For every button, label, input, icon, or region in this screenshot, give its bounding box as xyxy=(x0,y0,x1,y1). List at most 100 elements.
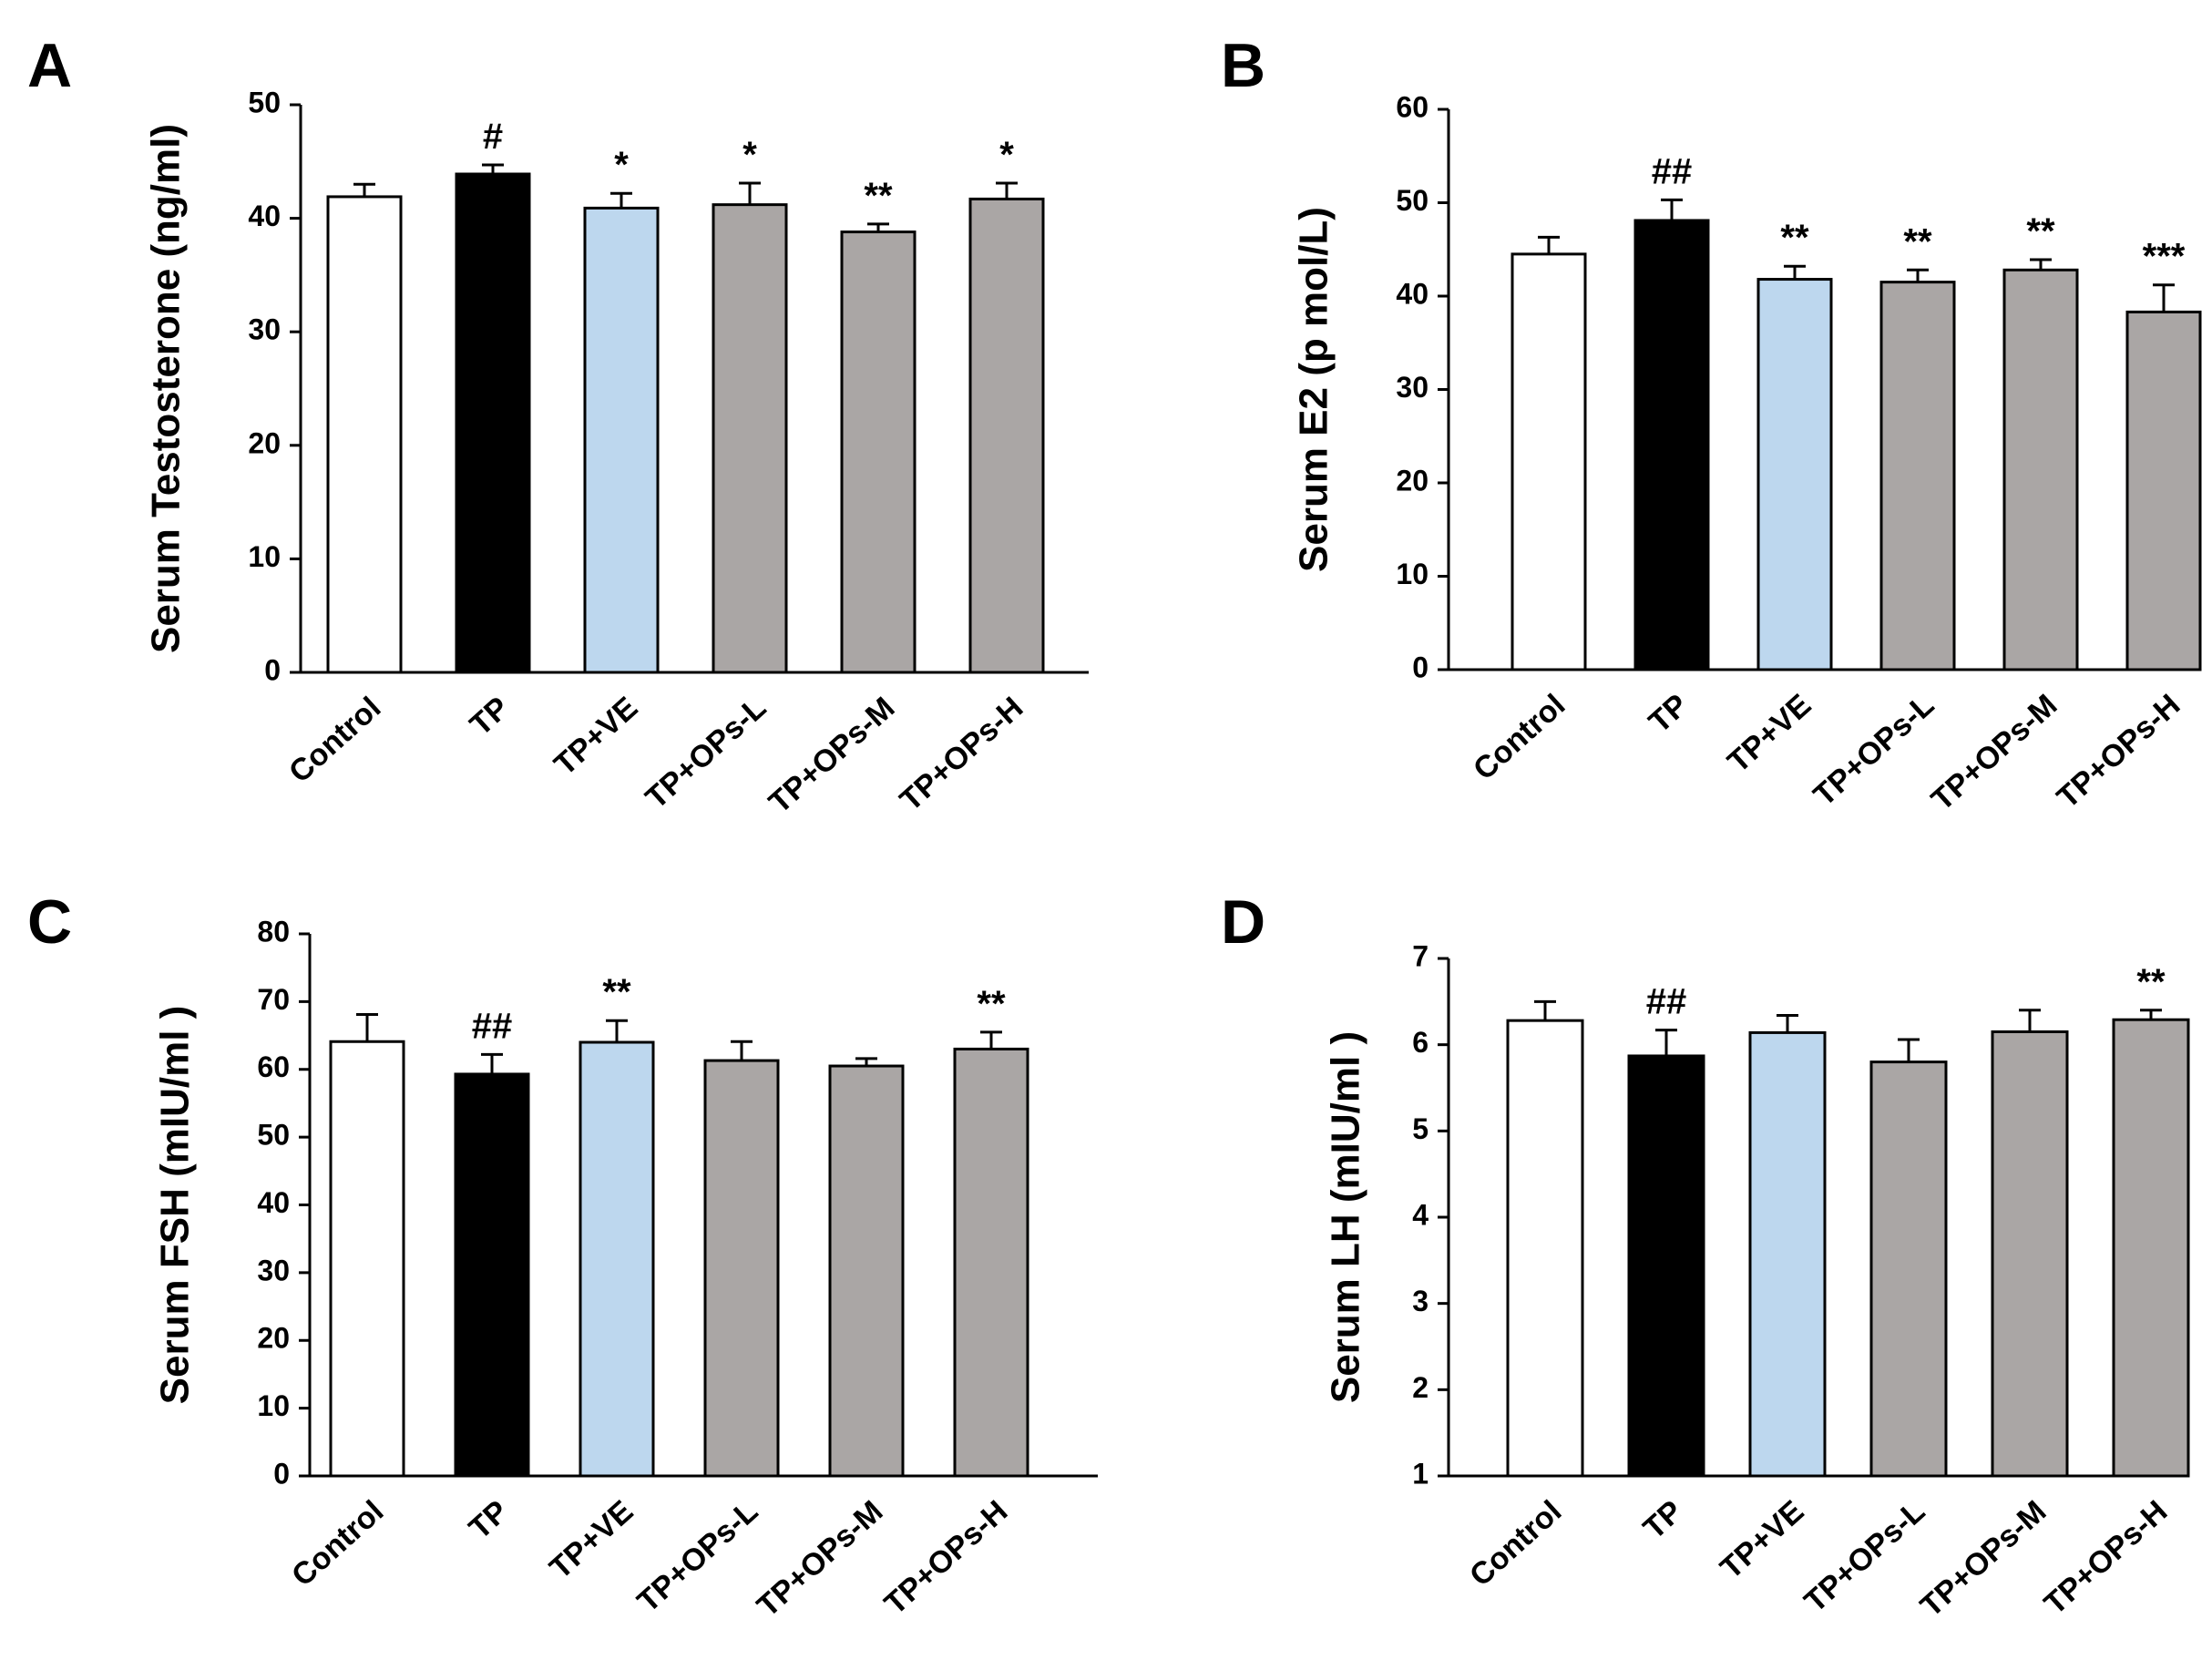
y-tick-label: 20 xyxy=(257,1322,290,1355)
x-tick-label: TP+OPs-L xyxy=(1807,688,1941,814)
bar xyxy=(1627,1054,1705,1478)
bar xyxy=(1511,252,1587,671)
y-tick-label: 40 xyxy=(257,1186,290,1219)
y-tick-label: 10 xyxy=(1396,558,1429,590)
y-tick-label: 20 xyxy=(248,426,281,459)
y-tick-label: 40 xyxy=(248,200,281,232)
x-tick-label: TP+VE xyxy=(543,1494,640,1586)
x-tick-label: TP+OPs-H xyxy=(2051,688,2187,815)
x-tick-label: TP xyxy=(464,691,517,743)
y-tick-label: 10 xyxy=(257,1389,290,1422)
x-tick-label: Control xyxy=(1467,688,1572,787)
y-tick-label: 1 xyxy=(1412,1457,1429,1490)
panel-letter: A xyxy=(27,31,72,100)
y-tick-label: 60 xyxy=(1396,90,1429,123)
significance-marker: ** xyxy=(1780,218,1809,258)
panel-letter: B xyxy=(1221,31,1265,100)
y-axis-label: Serum LH (mIU/ml ) xyxy=(1324,1031,1368,1403)
bar xyxy=(455,172,531,674)
significance-marker: ** xyxy=(864,176,893,216)
x-tick-label: TP+VE xyxy=(548,691,644,783)
bar xyxy=(1991,1030,2069,1478)
y-tick-label: 30 xyxy=(257,1254,290,1286)
bar xyxy=(1756,278,1833,671)
chart-panel-B: B Serum E2 (p mol/L) 0 10 20 30 40 50 60 Control #… xyxy=(1221,31,2202,818)
x-tick-label: TP+OPs-L xyxy=(630,1494,764,1620)
bar xyxy=(953,1047,1029,1478)
y-tick-label: 10 xyxy=(248,540,281,573)
y-tick-label: 5 xyxy=(1412,1112,1429,1145)
significance-marker: *** xyxy=(2143,237,2186,277)
significance-marker: * xyxy=(742,135,757,175)
bar xyxy=(326,195,403,674)
x-tick-label: Control xyxy=(1463,1494,1568,1593)
x-tick-label: TP xyxy=(1643,688,1695,740)
significance-marker: ** xyxy=(602,972,631,1012)
significance-marker: ## xyxy=(1652,151,1693,191)
x-tick-label: TP+OPs-H xyxy=(2038,1494,2175,1622)
y-tick-label: 2 xyxy=(1412,1371,1429,1404)
x-tick-label: TP+VE xyxy=(1714,1494,1810,1586)
panel-letter: D xyxy=(1221,887,1265,957)
bar xyxy=(1869,1060,1948,1478)
bar xyxy=(1633,219,1710,671)
y-tick-label: 4 xyxy=(1412,1198,1429,1231)
bar xyxy=(2112,1018,2190,1478)
bar xyxy=(840,231,917,674)
x-tick-label: TP+OPs-L xyxy=(1797,1494,1931,1620)
y-tick-label: 50 xyxy=(257,1119,290,1152)
significance-marker: # xyxy=(483,117,503,157)
x-tick-label: TP xyxy=(463,1494,516,1546)
significance-marker: ** xyxy=(1903,221,1932,261)
x-tick-label: Control xyxy=(285,1494,390,1593)
significance-marker: * xyxy=(999,135,1014,175)
y-tick-label: 80 xyxy=(257,915,290,948)
significance-marker: ** xyxy=(2026,211,2055,251)
y-axis-label: Serum FSH (mIU/ml ) xyxy=(153,1006,198,1405)
chart-panel-D: D Serum LH (mIU/ml ) 1 2 3 4 5 6 7 Control ## TP TP+… xyxy=(1221,887,2190,1624)
y-tick-label: 20 xyxy=(1396,464,1429,497)
y-tick-label: 0 xyxy=(1412,651,1429,683)
y-tick-label: 60 xyxy=(257,1050,290,1083)
significance-marker: * xyxy=(614,145,629,185)
x-tick-label: TP+OPs-M xyxy=(763,691,901,821)
x-tick-label: TP+OPs-M xyxy=(751,1494,889,1624)
y-tick-label: 70 xyxy=(257,983,290,1016)
bar xyxy=(712,203,788,674)
bar xyxy=(1748,1030,1827,1478)
panel-letter: C xyxy=(27,887,72,957)
y-tick-label: 0 xyxy=(273,1457,290,1490)
y-tick-label: 50 xyxy=(1396,184,1429,217)
bar xyxy=(828,1064,905,1478)
bar xyxy=(1506,1019,1584,1478)
y-tick-label: 30 xyxy=(1396,371,1429,404)
y-axis-label: Serum Testosterone (ng/ml) xyxy=(144,124,189,653)
x-tick-label: TP+OPs-M xyxy=(1914,1494,2053,1624)
bar xyxy=(329,1040,405,1478)
x-tick-label: TP+OPs-L xyxy=(639,691,773,816)
y-tick-label: 40 xyxy=(1396,277,1429,310)
y-tick-label: 50 xyxy=(248,86,281,118)
y-tick-label: 6 xyxy=(1412,1026,1429,1059)
bar xyxy=(579,1040,655,1478)
bar xyxy=(454,1072,530,1478)
x-tick-label: TP xyxy=(1637,1494,1690,1546)
y-tick-label: 3 xyxy=(1412,1285,1429,1317)
significance-marker: ## xyxy=(472,1006,513,1046)
significance-marker: ## xyxy=(1646,982,1687,1022)
y-axis-label: Serum E2 (p mol/L) xyxy=(1292,207,1336,572)
x-tick-label: TP+OPs-M xyxy=(1925,688,2064,818)
x-tick-label: TP+OPs-H xyxy=(878,1494,1015,1622)
y-tick-label: 7 xyxy=(1412,939,1429,972)
bar xyxy=(703,1059,780,1478)
y-tick-label: 0 xyxy=(264,653,281,686)
chart-panel-C: C Serum FSH (mIU/ml ) 0 10 20 30 40 50 60 70 80 Con… xyxy=(27,887,1098,1624)
bar xyxy=(1879,281,1956,671)
bar xyxy=(2002,268,2079,671)
x-tick-label: TP+OPs-H xyxy=(894,691,1030,818)
chart-panel-A: A Serum Testosterone (ng/ml) 0 10 20 30 40 50 Co… xyxy=(27,31,1089,820)
bar xyxy=(968,197,1045,674)
x-tick-label: TP+VE xyxy=(1721,688,1818,780)
significance-marker: ** xyxy=(977,984,1006,1024)
bar xyxy=(2125,310,2202,671)
